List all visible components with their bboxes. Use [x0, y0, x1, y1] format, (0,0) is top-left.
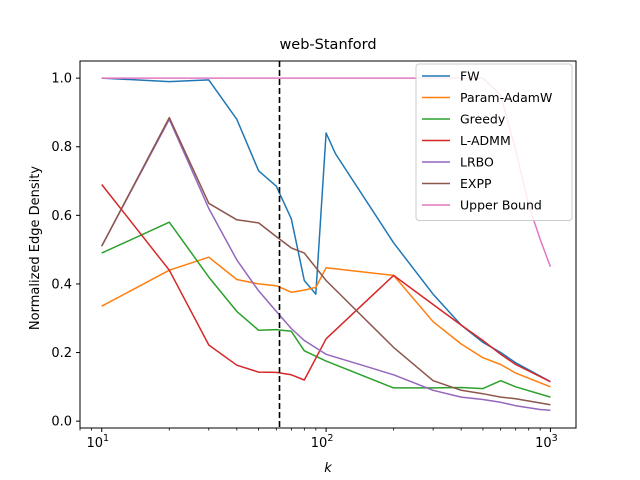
axes-frame	[79, 60, 577, 429]
series-line-l-admm	[101, 184, 551, 383]
legend: FW Param-AdamW Greedy L-ADMM LRBO EXPP Upper B…	[415, 63, 573, 221]
x-axis-ticks: 101 102 103	[79, 428, 558, 451]
legend-label: EXPP	[460, 176, 492, 191]
plot-area	[79, 60, 577, 429]
x-tick-label: 103	[535, 433, 558, 451]
y-axis-label: Normalized Edge Density	[28, 166, 43, 330]
y-tick-label: 0.8	[51, 140, 72, 155]
legend-label: L-ADMM	[460, 133, 511, 148]
series-line-param-adamw	[101, 256, 551, 388]
legend-label: Greedy	[460, 112, 506, 127]
legend-label: Param-AdamW	[460, 90, 552, 105]
series-line-expp	[101, 116, 551, 406]
y-tick-label: 0.0	[51, 415, 72, 430]
y-tick-label: 1.0	[51, 72, 72, 87]
y-axis-ticks: 0.0 0.2 0.4 0.6 0.8 1.0	[51, 72, 80, 430]
y-tick-label: 0.6	[51, 209, 72, 224]
x-tick-label: 101	[86, 433, 109, 451]
series-line-greedy	[101, 221, 551, 398]
x-axis-label: k	[324, 461, 332, 476]
series-line-lrbo	[101, 118, 551, 411]
y-tick-label: 0.2	[51, 346, 72, 361]
series-line-fw	[101, 77, 551, 383]
x-tick-label: 102	[311, 433, 334, 451]
legend-box	[415, 63, 573, 221]
legend-label: Upper Bound	[460, 198, 542, 213]
legend-label: FW	[460, 69, 480, 84]
y-tick-label: 0.4	[51, 277, 72, 292]
legend-label: LRBO	[460, 155, 494, 170]
chart-title: web-Stanford	[279, 37, 376, 53]
